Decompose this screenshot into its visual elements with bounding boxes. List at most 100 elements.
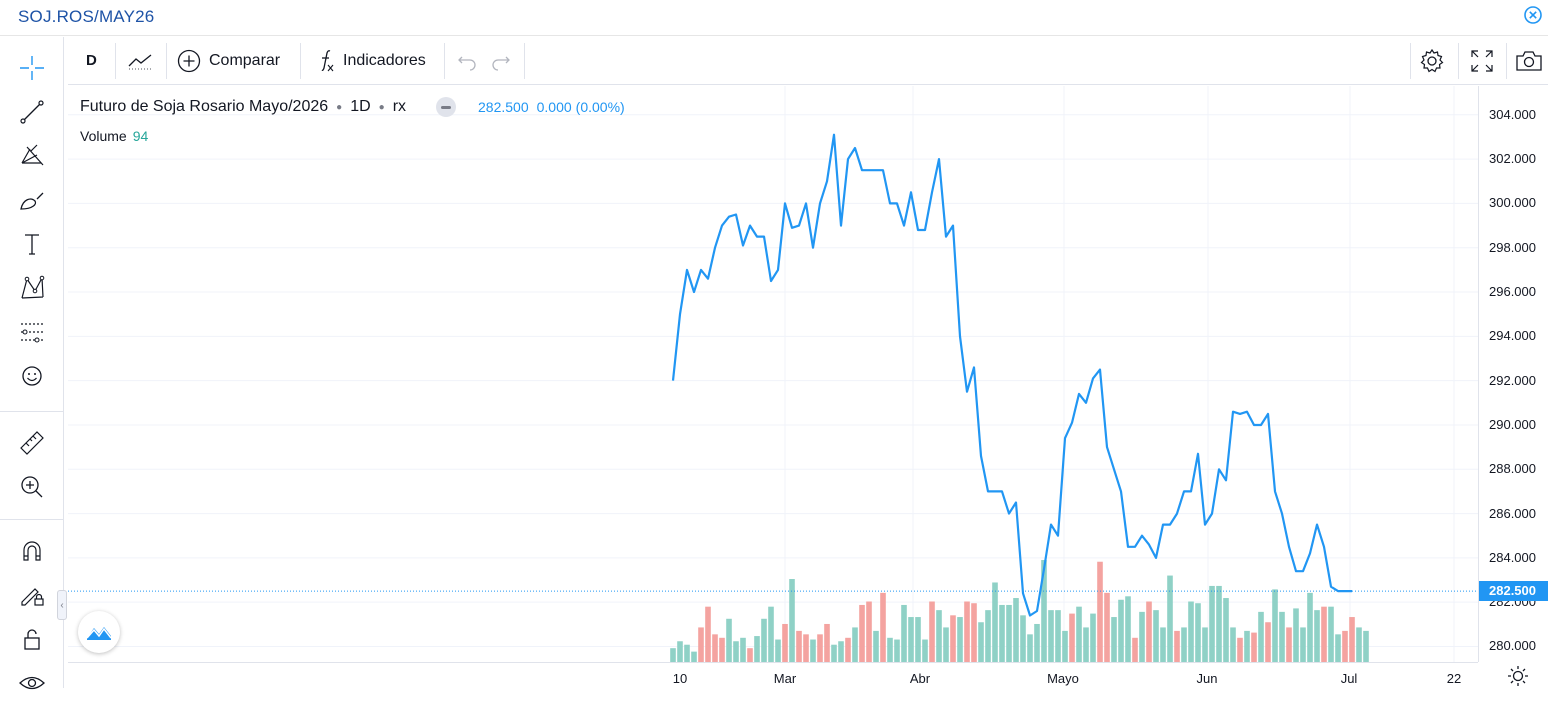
volume-bar xyxy=(1006,604,1012,662)
chart-type-button[interactable] xyxy=(126,37,154,84)
price-tick-label: 302.000 xyxy=(1489,151,1536,167)
toolbar-divider xyxy=(300,43,301,79)
unlock-tool[interactable] xyxy=(12,619,52,659)
volume-bar xyxy=(817,634,823,662)
redo-button[interactable] xyxy=(490,37,512,84)
toolbar-divider xyxy=(1506,43,1507,79)
volume-bar xyxy=(1118,599,1124,662)
volume-bar xyxy=(1237,637,1243,662)
volume-bar xyxy=(901,604,907,662)
price-tick-label: 296.000 xyxy=(1489,284,1536,300)
volume-bar xyxy=(859,604,865,662)
price-tick-label: 280.000 xyxy=(1489,638,1536,654)
time-axis[interactable]: 10 Mar Abr Mayo Jun Jul 22 xyxy=(68,662,1478,688)
toolbar-divider xyxy=(0,411,64,412)
legend-change-pct: (0.00%) xyxy=(575,99,625,115)
volume-bar xyxy=(1300,627,1306,662)
crosshair-tool[interactable] xyxy=(12,48,52,88)
volume-bar xyxy=(1027,634,1033,662)
volume-bar xyxy=(1307,592,1313,662)
volume-bar xyxy=(1202,627,1208,662)
volume-bar xyxy=(733,641,739,662)
trend-line-tool[interactable] xyxy=(12,92,52,132)
price-tick-label: 288.000 xyxy=(1489,461,1536,477)
volume-bar xyxy=(803,634,809,662)
volume-bar xyxy=(866,601,872,662)
volume-bar xyxy=(761,618,767,662)
legend-last-price: 282.500 xyxy=(478,99,529,115)
volume-bar xyxy=(677,641,683,662)
settings-button[interactable] xyxy=(1418,37,1446,84)
interval-button[interactable]: D xyxy=(86,37,97,84)
volume-legend: Volume 94 xyxy=(80,128,148,144)
volume-bar xyxy=(936,610,942,662)
measure-lines-icon xyxy=(21,323,43,343)
volume-bar xyxy=(1013,598,1019,662)
toolbar-divider xyxy=(524,43,525,79)
magnet-tool[interactable] xyxy=(12,531,52,571)
legend-separator: ● xyxy=(378,101,385,113)
zoom-tool[interactable] xyxy=(12,467,52,507)
fullscreen-button[interactable] xyxy=(1468,37,1496,84)
volume-bar xyxy=(775,639,781,662)
volume-bar xyxy=(1090,613,1096,662)
collapse-toolbar-handle[interactable]: ‹ xyxy=(57,590,67,620)
volume-bar xyxy=(684,644,690,662)
volume-bar xyxy=(1111,617,1117,662)
price-axis[interactable]: 304.000 302.000 300.000 298.000 296.000 294.0… xyxy=(1478,86,1548,662)
volume-bar xyxy=(1188,601,1194,662)
prediction-tool[interactable] xyxy=(12,312,52,352)
legend-change: 0.000 xyxy=(536,99,572,115)
price-chart[interactable] xyxy=(68,86,1478,662)
volume-bar xyxy=(698,627,704,662)
tradingview-logo-button[interactable] xyxy=(78,611,120,653)
lock-drawings-tool[interactable] xyxy=(12,575,52,615)
ruler-tool[interactable] xyxy=(12,423,52,463)
indicators-button[interactable]: Indicadores xyxy=(312,37,426,84)
volume-bar xyxy=(747,648,753,662)
volume-bar xyxy=(719,637,725,662)
undo-button[interactable] xyxy=(456,37,478,84)
volume-bar xyxy=(1328,606,1334,662)
time-tick-label: Mayo xyxy=(1047,671,1079,686)
volume-bar xyxy=(1251,632,1257,662)
fib-tool[interactable] xyxy=(12,136,52,176)
legend-interval: 1D xyxy=(350,98,371,115)
time-tick-label: 10 xyxy=(672,671,688,686)
volume-bar xyxy=(964,601,970,662)
volume-bar xyxy=(754,636,760,662)
volume-bar xyxy=(985,610,991,662)
volume-bar xyxy=(1139,611,1145,662)
crosshair-icon xyxy=(20,56,44,80)
brush-tool[interactable] xyxy=(12,180,52,220)
indicators-label: Indicadores xyxy=(343,51,426,69)
toolbar-divider xyxy=(115,43,116,79)
volume-bar xyxy=(915,617,921,662)
sun-settings-icon[interactable] xyxy=(1506,664,1530,688)
volume-bar xyxy=(978,622,984,662)
logo-icon xyxy=(86,627,112,640)
text-tool[interactable] xyxy=(12,224,52,264)
screenshot-button[interactable] xyxy=(1514,37,1544,84)
close-icon[interactable] xyxy=(1522,4,1544,26)
hide-series-button[interactable] xyxy=(436,97,457,117)
toolbar-divider xyxy=(1458,43,1459,79)
visibility-tool[interactable] xyxy=(12,663,52,703)
volume-bar xyxy=(1048,610,1054,662)
volume-bar xyxy=(845,637,851,662)
volume-bar xyxy=(1216,585,1222,662)
volume-bar xyxy=(852,627,858,662)
compare-button[interactable]: Comparar xyxy=(176,37,280,84)
price-tick-label: 304.000 xyxy=(1489,106,1536,122)
volume-bar xyxy=(1076,606,1082,662)
price-tick-label: 292.000 xyxy=(1489,372,1536,388)
unlock-icon xyxy=(24,629,40,650)
time-tick-label: Jun xyxy=(1196,671,1218,686)
volume-bar xyxy=(1279,611,1285,662)
current-price-tag: 282.500 xyxy=(1479,581,1548,602)
icon-tool[interactable] xyxy=(12,356,52,396)
volume-bar xyxy=(691,651,697,662)
volume-bar xyxy=(1055,610,1061,662)
text-icon xyxy=(25,234,39,255)
pattern-tool[interactable] xyxy=(12,268,52,308)
